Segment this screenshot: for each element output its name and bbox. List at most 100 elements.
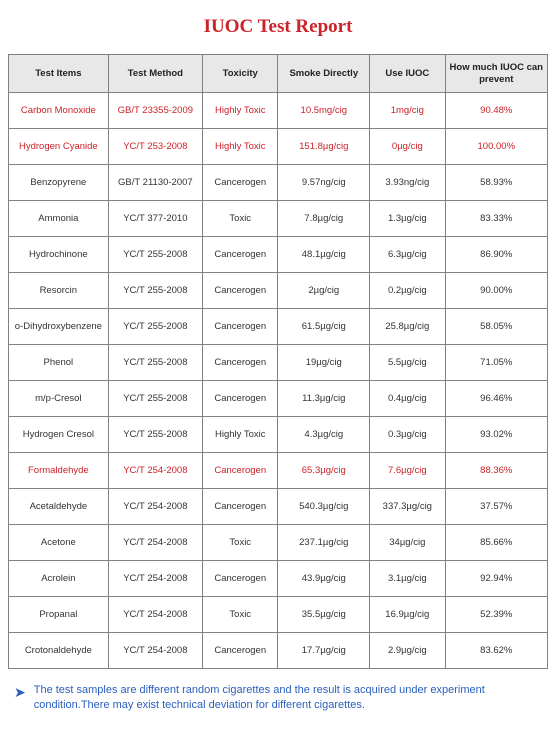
table-row: PhenolYC/T 255-2008Cancerogen19µg/cig5.5… <box>9 345 548 381</box>
table-cell: YC/T 255-2008 <box>108 309 202 345</box>
table-cell: 90.48% <box>445 93 547 129</box>
table-cell: 35.5µg/cig <box>278 597 370 633</box>
page-container: IUOC Test Report Test Items Test Method … <box>0 0 556 729</box>
footnote: ➤ The test samples are different random … <box>14 683 542 713</box>
table-cell: 17.7µg/cig <box>278 633 370 669</box>
table-cell: YC/T 255-2008 <box>108 273 202 309</box>
table-cell: 96.46% <box>445 381 547 417</box>
table-cell: 92.94% <box>445 561 547 597</box>
table-cell: YC/T 377-2010 <box>108 201 202 237</box>
table-cell: Cancerogen <box>203 633 278 669</box>
table-cell: Phenol <box>9 345 109 381</box>
col-prevent: How much IUOC can prevent <box>445 55 547 93</box>
col-toxicity: Toxicity <box>203 55 278 93</box>
table-cell: Formaldehyde <box>9 453 109 489</box>
table-cell: 337.3µg/cig <box>370 489 445 525</box>
table-cell: Propanal <box>9 597 109 633</box>
col-smoke-directly: Smoke Directly <box>278 55 370 93</box>
col-use-iuoc: Use IUOC <box>370 55 445 93</box>
table-cell: Cancerogen <box>203 309 278 345</box>
table-cell: Acetone <box>9 525 109 561</box>
table-cell: 25.8µg/cig <box>370 309 445 345</box>
table-cell: 7.8µg/cig <box>278 201 370 237</box>
col-test-method: Test Method <box>108 55 202 93</box>
table-cell: Toxic <box>203 525 278 561</box>
table-row: o-DihydroxybenzeneYC/T 255-2008Canceroge… <box>9 309 548 345</box>
table-cell: Cancerogen <box>203 165 278 201</box>
table-row: AcroleinYC/T 254-2008Cancerogen43.9µg/ci… <box>9 561 548 597</box>
table-cell: 58.93% <box>445 165 547 201</box>
table-cell: o-Dihydroxybenzene <box>9 309 109 345</box>
table-row: m/p-CresolYC/T 255-2008Cancerogen11.3µg/… <box>9 381 548 417</box>
table-cell: 1.3µg/cig <box>370 201 445 237</box>
table-cell: YC/T 254-2008 <box>108 561 202 597</box>
table-cell: 86.90% <box>445 237 547 273</box>
table-cell: 1mg/cig <box>370 93 445 129</box>
table-cell: YC/T 255-2008 <box>108 417 202 453</box>
table-row: FormaldehydeYC/T 254-2008Cancerogen65.3µ… <box>9 453 548 489</box>
table-cell: Highly Toxic <box>203 129 278 165</box>
table-row: Carbon MonoxideGB/T 23355-2009Highly Tox… <box>9 93 548 129</box>
table-cell: Crotonaldehyde <box>9 633 109 669</box>
table-row: Hydrogen CyanideYC/T 253-2008Highly Toxi… <box>9 129 548 165</box>
table-cell: Cancerogen <box>203 345 278 381</box>
table-cell: GB/T 23355-2009 <box>108 93 202 129</box>
table-row: ResorcinYC/T 255-2008Cancerogen2µg/cig0.… <box>9 273 548 309</box>
report-title: IUOC Test Report <box>8 16 548 38</box>
table-header-row: Test Items Test Method Toxicity Smoke Di… <box>9 55 548 93</box>
table-cell: 48.1µg/cig <box>278 237 370 273</box>
table-cell: 11.3µg/cig <box>278 381 370 417</box>
table-cell: 6.3µg/cig <box>370 237 445 273</box>
table-cell: 0.2µg/cig <box>370 273 445 309</box>
table-cell: 540.3µg/cig <box>278 489 370 525</box>
table-cell: 83.33% <box>445 201 547 237</box>
table-cell: 71.05% <box>445 345 547 381</box>
table-cell: 61.5µg/cig <box>278 309 370 345</box>
table-cell: YC/T 254-2008 <box>108 597 202 633</box>
table-cell: 52.39% <box>445 597 547 633</box>
table-cell: 93.02% <box>445 417 547 453</box>
table-cell: 3.93ng/cig <box>370 165 445 201</box>
table-cell: 88.36% <box>445 453 547 489</box>
table-cell: 0.3µg/cig <box>370 417 445 453</box>
table-row: AcetaldehydeYC/T 254-2008Cancerogen540.3… <box>9 489 548 525</box>
table-cell: Acrolein <box>9 561 109 597</box>
arrow-right-icon: ➤ <box>14 685 26 699</box>
table-cell: Cancerogen <box>203 489 278 525</box>
table-cell: YC/T 255-2008 <box>108 381 202 417</box>
table-row: HydrochinoneYC/T 255-2008Cancerogen48.1µ… <box>9 237 548 273</box>
table-header: Test Items Test Method Toxicity Smoke Di… <box>9 55 548 93</box>
table-cell: YC/T 255-2008 <box>108 345 202 381</box>
table-cell: Cancerogen <box>203 237 278 273</box>
table-cell: 0µg/cig <box>370 129 445 165</box>
table-cell: Highly Toxic <box>203 93 278 129</box>
table-cell: 2.9µg/cig <box>370 633 445 669</box>
report-table: Test Items Test Method Toxicity Smoke Di… <box>8 54 548 669</box>
table-cell: 43.9µg/cig <box>278 561 370 597</box>
table-cell: Acetaldehyde <box>9 489 109 525</box>
table-cell: Hydrogen Cresol <box>9 417 109 453</box>
table-cell: YC/T 254-2008 <box>108 633 202 669</box>
table-cell: Hydrogen Cyanide <box>9 129 109 165</box>
table-cell: Cancerogen <box>203 561 278 597</box>
table-cell: YC/T 254-2008 <box>108 525 202 561</box>
table-cell: YC/T 255-2008 <box>108 237 202 273</box>
table-body: Carbon MonoxideGB/T 23355-2009Highly Tox… <box>9 93 548 669</box>
table-cell: 5.5µg/cig <box>370 345 445 381</box>
table-cell: 19µg/cig <box>278 345 370 381</box>
table-cell: 100.00% <box>445 129 547 165</box>
table-cell: YC/T 254-2008 <box>108 453 202 489</box>
table-cell: Benzopyrene <box>9 165 109 201</box>
table-cell: Cancerogen <box>203 381 278 417</box>
table-cell: 58.05% <box>445 309 547 345</box>
table-cell: Highly Toxic <box>203 417 278 453</box>
table-row: AcetoneYC/T 254-2008Toxic237.1µg/cig34µg… <box>9 525 548 561</box>
table-cell: Carbon Monoxide <box>9 93 109 129</box>
table-cell: 34µg/cig <box>370 525 445 561</box>
table-cell: 90.00% <box>445 273 547 309</box>
table-cell: 85.66% <box>445 525 547 561</box>
table-cell: 0.4µg/cig <box>370 381 445 417</box>
table-cell: 16.9µg/cig <box>370 597 445 633</box>
table-row: BenzopyreneGB/T 21130-2007Cancerogen9.57… <box>9 165 548 201</box>
table-cell: 7.6µg/cig <box>370 453 445 489</box>
